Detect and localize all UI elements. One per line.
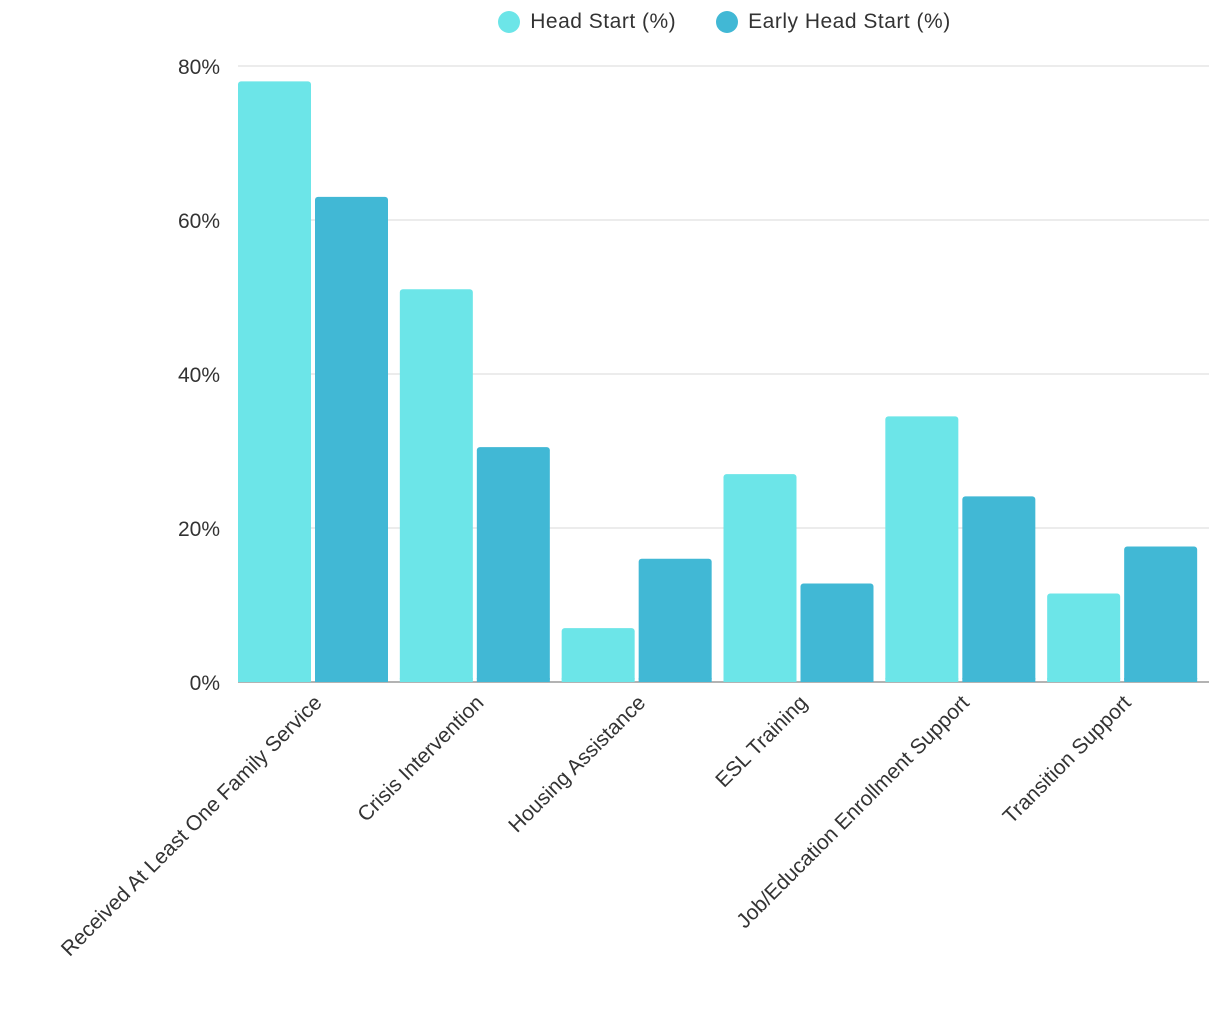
bar-head-start[interactable] — [238, 81, 311, 682]
y-tick-label: 20% — [178, 518, 220, 541]
x-tick-label: Transition Support — [999, 691, 1136, 828]
bar-head-start[interactable] — [723, 474, 797, 682]
legend-item-head-start[interactable]: Head Start (%) — [498, 10, 676, 34]
bar-base — [1124, 678, 1198, 682]
bar-base — [315, 678, 388, 682]
bar-early-head-start[interactable] — [476, 447, 550, 682]
x-tick-label: Crisis Intervention — [353, 691, 488, 826]
bar-base — [1047, 678, 1121, 682]
bar-base — [476, 678, 550, 682]
legend-swatch-early-head-start — [716, 11, 739, 33]
x-tick-label: ESL Training — [711, 691, 812, 792]
bar-base — [638, 678, 712, 682]
bar-base — [561, 678, 635, 682]
y-tick-label: 80% — [178, 56, 220, 79]
bar-early-head-start[interactable] — [800, 583, 874, 682]
x-tick-label: Received At Least One Family Service — [57, 691, 327, 961]
bar-head-start[interactable] — [399, 289, 473, 682]
bar-base — [885, 678, 959, 682]
x-tick-label: Housing Assistance — [504, 691, 650, 837]
legend: Head Start (%) Early Head Start (%) — [0, 10, 1209, 34]
bar-base — [723, 678, 797, 682]
bar-base — [962, 678, 1036, 682]
bar-early-head-start[interactable] — [638, 558, 712, 682]
bar-head-start[interactable] — [885, 416, 959, 682]
y-tick-label: 40% — [178, 364, 220, 387]
bar-head-start[interactable] — [1047, 593, 1121, 682]
legend-label-early-head-start: Early Head Start (%) — [748, 10, 951, 33]
bar-early-head-start[interactable] — [1124, 546, 1198, 682]
legend-swatch-head-start — [498, 11, 521, 33]
bar-early-head-start[interactable] — [315, 196, 388, 682]
bar-head-start[interactable] — [561, 628, 635, 682]
legend-label-head-start: Head Start (%) — [530, 10, 677, 33]
bar-early-head-start[interactable] — [962, 496, 1036, 682]
bar-base — [399, 678, 473, 682]
legend-item-early-head-start[interactable]: Early Head Start (%) — [716, 10, 951, 34]
bar-base — [800, 678, 874, 682]
bar-base — [238, 678, 311, 682]
y-tick-label: 0% — [190, 672, 220, 695]
y-tick-label: 60% — [178, 210, 220, 233]
